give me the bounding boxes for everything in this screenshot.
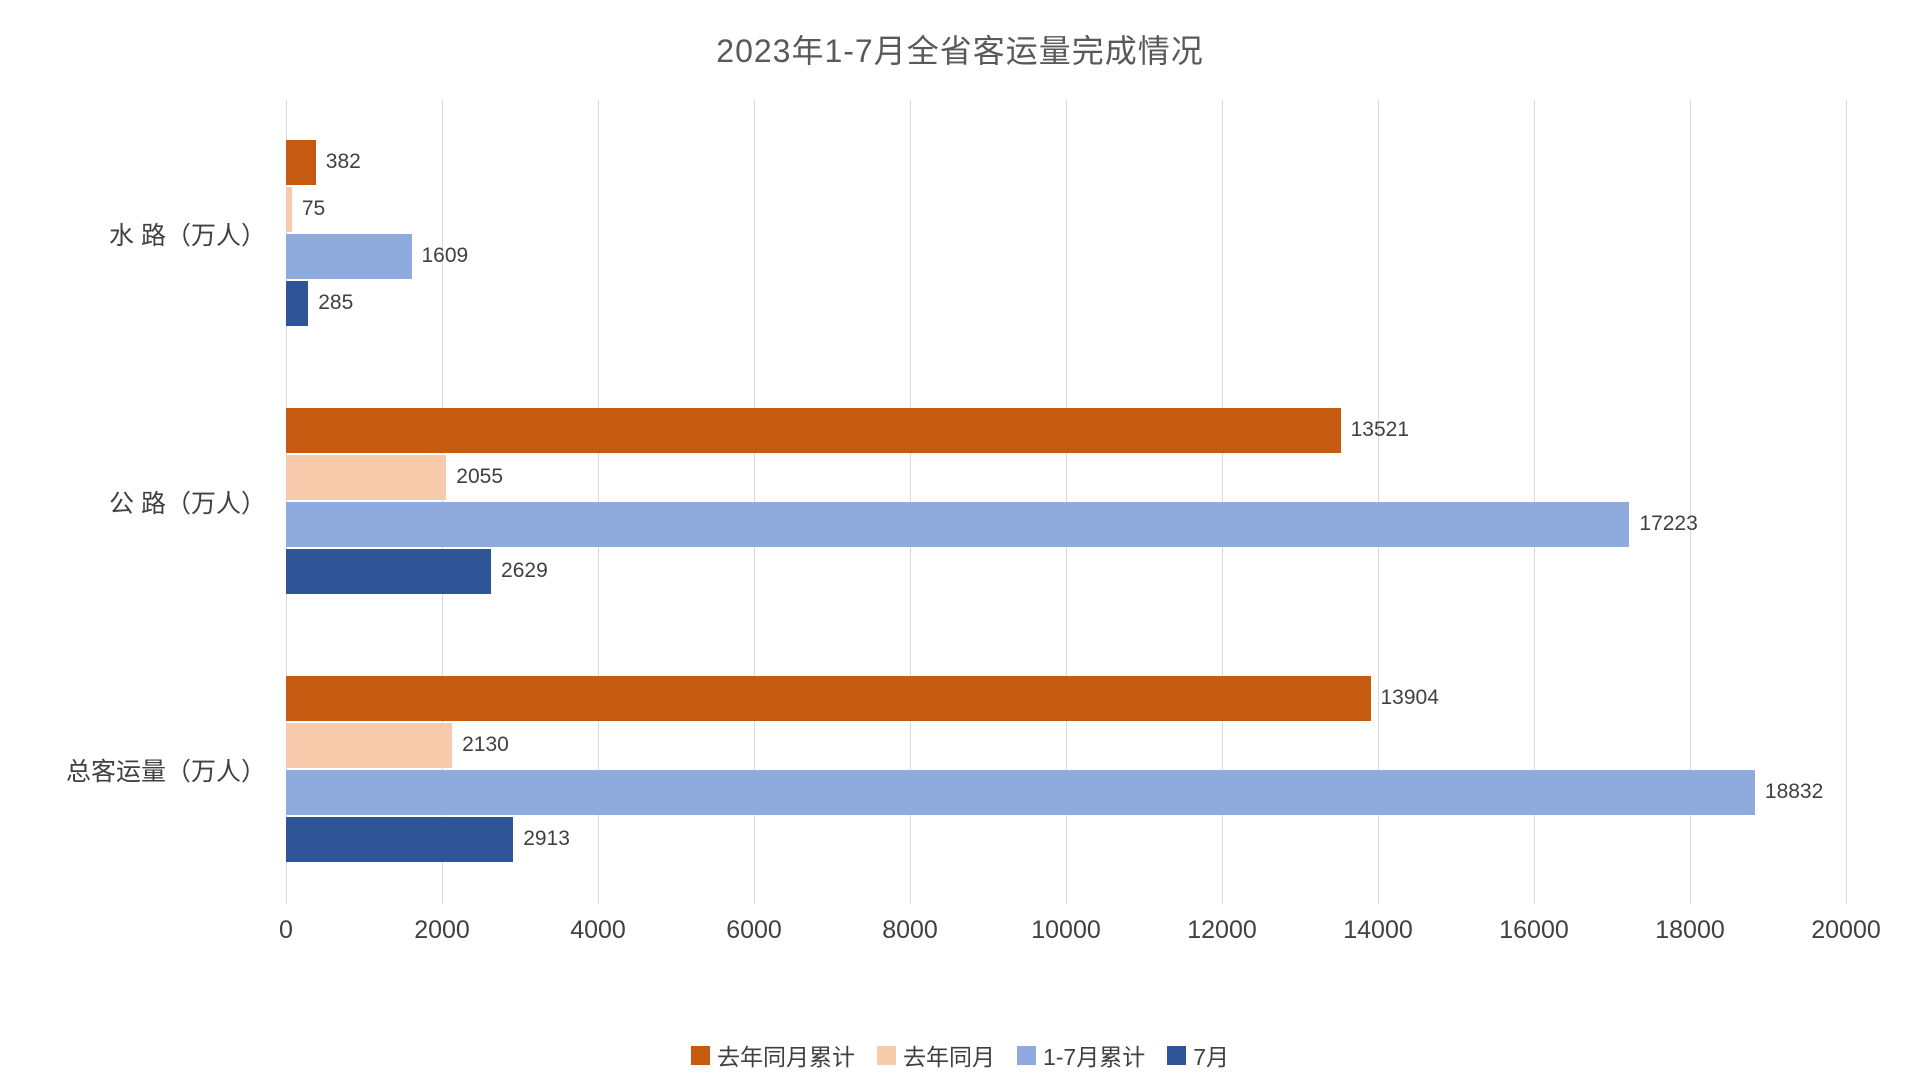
gridline <box>1846 100 1847 904</box>
bar-row: 17223 <box>286 501 1846 547</box>
value-label: 17223 <box>1639 512 1698 536</box>
bar-row: 2055 <box>286 454 1846 500</box>
x-tick-label: 0 <box>279 916 293 944</box>
value-label: 18832 <box>1764 780 1824 804</box>
legend-item: 去年同月 <box>876 1038 995 1072</box>
category-label: 公 路（万人） <box>109 489 266 518</box>
value-label: 285 <box>318 291 354 315</box>
legend: 去年同月累计 去年同月 1-7月累计 7月 <box>0 1038 1920 1072</box>
x-tick-label: 2000 <box>414 916 470 944</box>
bar-1-7月累计 <box>286 233 412 279</box>
x-tick-label: 6000 <box>726 916 782 944</box>
bar-7月 <box>286 280 309 326</box>
legend-label: 1-7月累计 <box>1042 1044 1146 1070</box>
bar-group: 13904 2130 18832 2913 <box>286 675 1846 864</box>
bar-7月 <box>286 816 514 862</box>
x-tick-label: 8000 <box>882 916 938 944</box>
value-label: 13904 <box>1380 686 1439 710</box>
bar-row: 13904 <box>286 675 1846 721</box>
value-label: 2055 <box>456 465 503 489</box>
value-label: 2130 <box>462 733 509 757</box>
bar-row: 2130 <box>286 722 1846 768</box>
legend-label: 去年同月 <box>902 1044 995 1070</box>
value-label: 382 <box>325 150 361 174</box>
bar-7月 <box>286 548 492 594</box>
x-axis: 0 2000 4000 6000 8000 10000 12000 14000 16000 180… <box>279 916 1881 946</box>
legend-label: 7月 <box>1193 1044 1230 1070</box>
bar-row: 382 <box>286 139 1846 185</box>
x-tick-label: 14000 <box>1343 916 1413 944</box>
bar-row: 285 <box>286 280 1846 326</box>
bar-group: 13521 2055 17223 2629 <box>286 407 1846 596</box>
x-tick-label: 18000 <box>1655 916 1725 944</box>
bar-row: 75 <box>286 186 1846 232</box>
bar-去年同月 <box>286 454 447 500</box>
value-label: 13521 <box>1350 418 1410 442</box>
bar-row: 18832 <box>286 769 1846 815</box>
legend-item: 7月 <box>1167 1038 1229 1072</box>
value-label: 75 <box>301 197 326 221</box>
bar-去年同月累计 <box>286 407 1341 453</box>
category-band: 总客运量（万人） 13904 2130 18832 2913 <box>66 636 1846 904</box>
legend-label: 去年同月累计 <box>716 1044 855 1070</box>
x-tick-label: 4000 <box>570 916 626 944</box>
legend-swatch-icon <box>876 1045 896 1065</box>
legend-item: 1-7月累计 <box>1016 1038 1146 1072</box>
bar-去年同月累计 <box>286 139 316 185</box>
bar-去年同月累计 <box>286 675 1371 721</box>
legend-swatch-icon <box>1167 1045 1187 1065</box>
category-label: 总客运量（万人） <box>65 757 266 786</box>
bar-去年同月 <box>286 186 292 232</box>
bar-row: 13521 <box>286 407 1846 453</box>
gridline <box>1690 100 1691 904</box>
category-label: 水 路（万人） <box>109 221 266 250</box>
x-tick-label: 10000 <box>1031 916 1101 944</box>
bar-去年同月 <box>286 722 453 768</box>
x-tick-label: 16000 <box>1499 916 1569 944</box>
x-tick-label: 20000 <box>1811 916 1881 944</box>
legend-item: 去年同月累计 <box>690 1038 855 1072</box>
category-band: 水 路（万人） 382 75 1609 285 <box>109 100 1846 368</box>
bar-group: 382 75 1609 285 <box>286 139 1846 328</box>
category-band: 公 路（万人） 13521 2055 17223 2629 <box>109 368 1846 636</box>
bar-1-7月累计 <box>286 769 1755 815</box>
bar-row: 2913 <box>286 816 1846 862</box>
legend-swatch-icon <box>1016 1045 1036 1065</box>
plot-area: 水 路（万人） 382 75 1609 285 公 路（万人） 13521 2055 17223… <box>66 100 1847 904</box>
x-tick-label: 12000 <box>1187 916 1257 944</box>
bar-1-7月累计 <box>286 501 1630 547</box>
chart-title: 2023年1-7月全省客运量完成情况 <box>716 33 1204 69</box>
value-label: 2913 <box>523 827 570 851</box>
value-label: 1609 <box>421 244 469 268</box>
legend-swatch-icon <box>690 1045 710 1065</box>
bar-row: 1609 <box>286 233 1846 279</box>
value-label: 2629 <box>501 559 548 583</box>
bar-row: 2629 <box>286 548 1846 594</box>
